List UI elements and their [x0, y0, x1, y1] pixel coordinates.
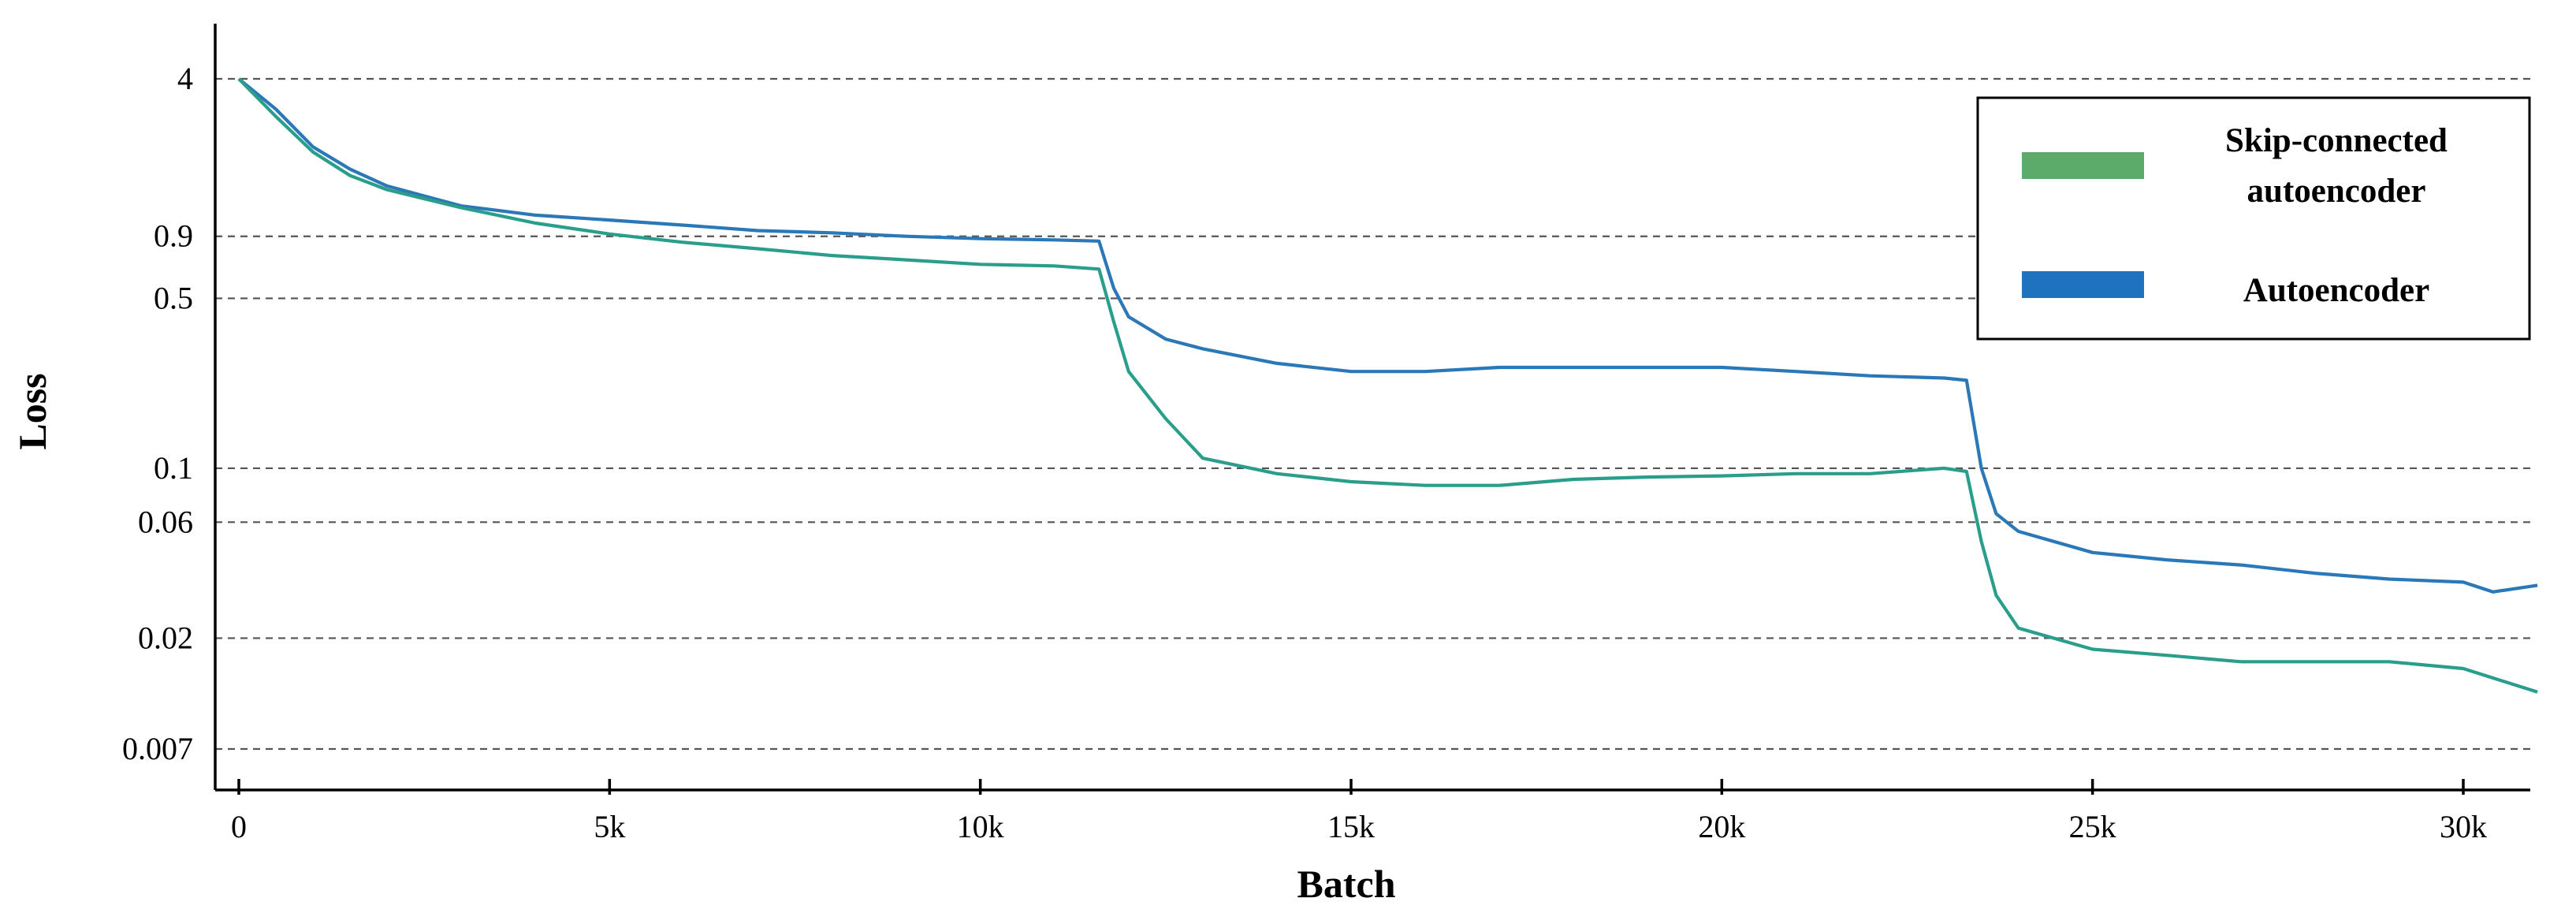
- y-axis-title: Loss: [10, 373, 54, 449]
- x-tick-label-20k: 20k: [1698, 809, 1745, 844]
- y-ticks: 4 0.9 0.5 0.1 0.06 0.02 0.007: [122, 61, 193, 766]
- legend-label-skip-connected-line2: autoencoder: [2247, 173, 2426, 210]
- x-tick-label-30k: 30k: [2440, 809, 2487, 844]
- x-tick-label-5k: 5k: [594, 809, 625, 844]
- y-tick-label-0-06: 0.06: [138, 504, 193, 539]
- axes: [214, 24, 2530, 792]
- legend-box: [1976, 96, 2531, 341]
- y-tick-label-0-007: 0.007: [122, 731, 193, 766]
- y-tick-label-4: 4: [177, 61, 193, 96]
- series-line-autoencoder: [237, 77, 2538, 594]
- x-ticks: 0 5k 10k 15k 20k 25k 30k: [231, 779, 2487, 844]
- legend-label-skip-connected-line1: Skip-connected: [2225, 122, 2448, 159]
- y-tick-label-0-1: 0.1: [154, 450, 193, 486]
- x-tick-label-25k: 25k: [2069, 809, 2116, 844]
- x-tick-label-0: 0: [231, 809, 247, 844]
- y-tick-label-0-02: 0.02: [138, 620, 193, 655]
- legend-swatch-skip-connected: [2022, 152, 2144, 179]
- x-tick-label-15k: 15k: [1327, 809, 1375, 844]
- legend: Skip-connected autoencoder Autoencoder: [1976, 96, 2531, 341]
- y-tick-label-0-9: 0.9: [154, 218, 193, 254]
- x-tick-label-10k: 10k: [957, 809, 1004, 844]
- legend-swatch-autoencoder: [2022, 271, 2144, 298]
- y-tick-label-0-5: 0.5: [154, 280, 193, 315]
- x-axis-title: Batch: [1297, 862, 1396, 906]
- legend-label-autoencoder: Autoencoder: [2243, 272, 2429, 309]
- series-line-skip-connected-autoencoder: [237, 77, 2538, 694]
- series-layer: [237, 77, 2538, 694]
